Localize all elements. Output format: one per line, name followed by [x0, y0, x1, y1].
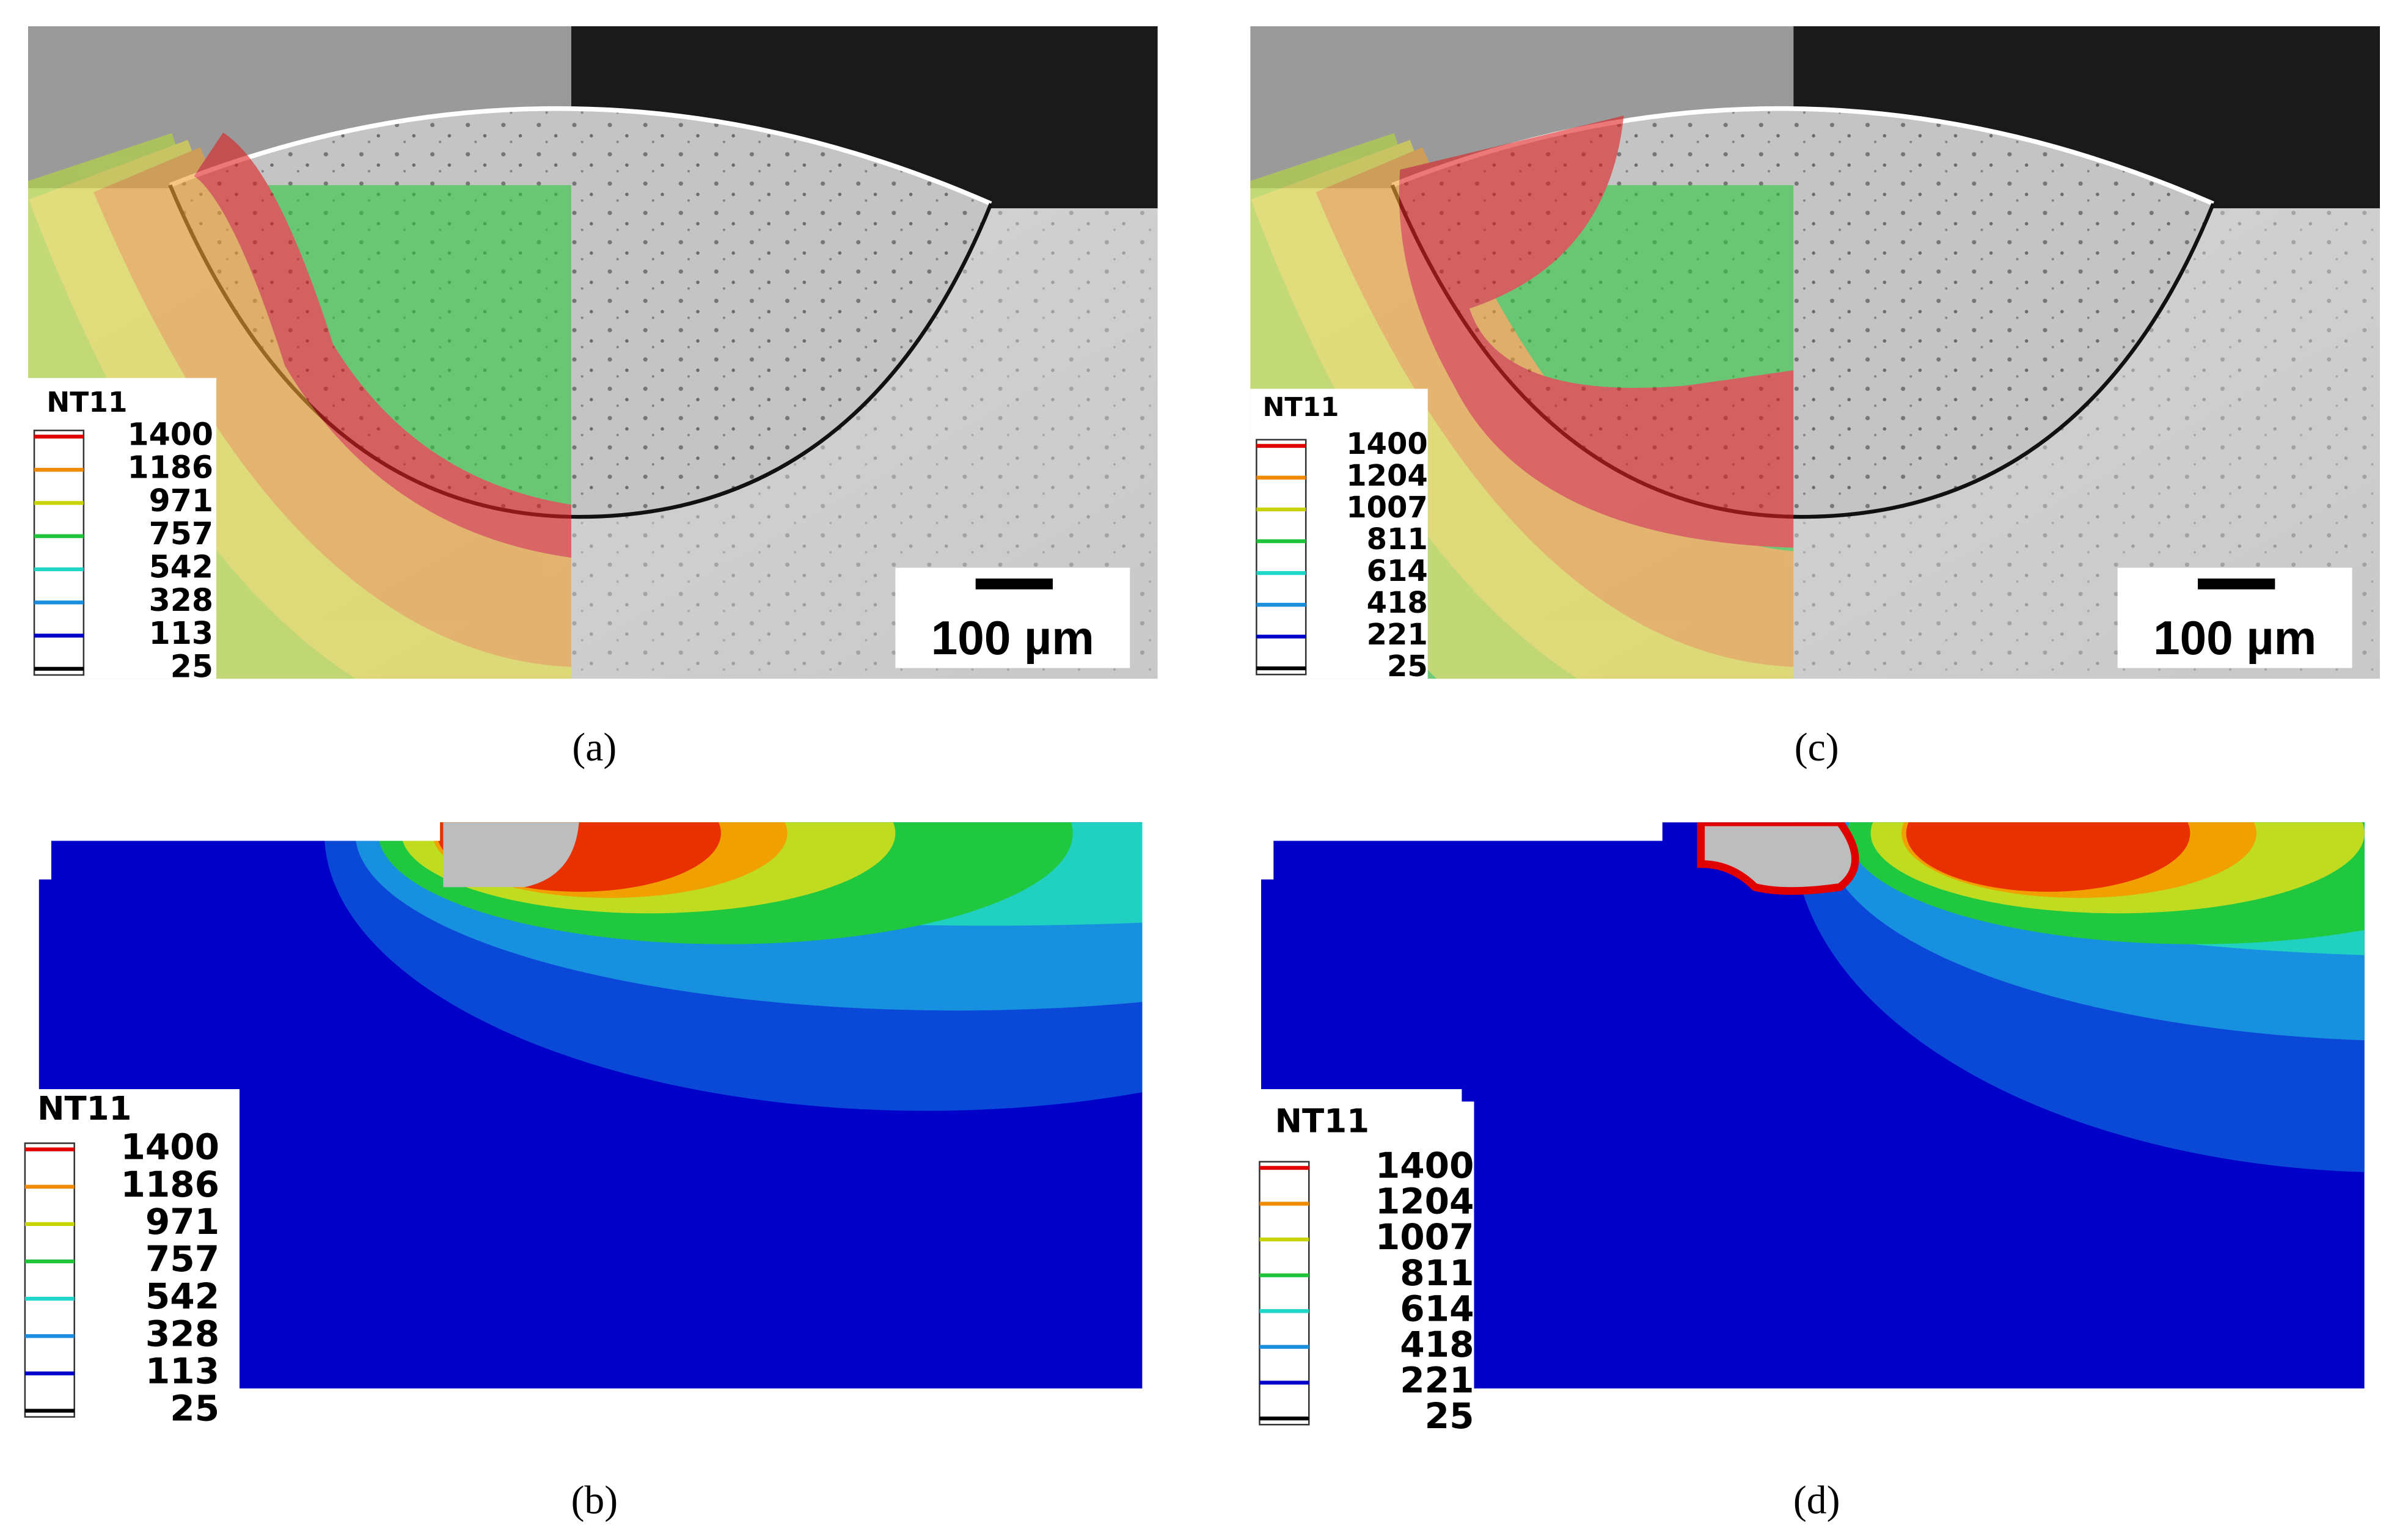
legend-value: 542: [145, 1275, 219, 1317]
legend-value: 418: [1400, 1324, 1474, 1365]
melt-pool: [443, 822, 579, 888]
legend-value: 1400: [120, 1126, 219, 1168]
legend-box: [1250, 388, 1428, 679]
legend-value: 542: [149, 549, 213, 585]
legend-title: NT11: [1262, 392, 1339, 423]
legend-value: 1007: [1346, 491, 1428, 525]
legend-value: 1400: [127, 416, 213, 452]
legend-title: NT11: [37, 1090, 131, 1128]
band-red: [1399, 115, 1794, 548]
caption: (c): [1795, 725, 1839, 770]
legend-value: 971: [149, 483, 213, 519]
scale-bar: [2198, 578, 2275, 589]
legend-value: 25: [1387, 649, 1428, 684]
legend-value: 328: [145, 1313, 219, 1354]
legend-value: 1186: [120, 1164, 219, 1205]
legend-value: 1186: [127, 450, 213, 486]
legend-value: 614: [1367, 554, 1428, 588]
legend-value: 971: [145, 1201, 219, 1242]
legend-frame: [24, 1142, 75, 1418]
scale-bar-label: 100 µm: [931, 611, 1094, 665]
caption: (b): [571, 1478, 618, 1523]
legend-value: 1204: [1346, 459, 1428, 493]
legend-value: 221: [1367, 618, 1428, 652]
legend-value: 113: [149, 615, 213, 651]
legend-value: 1204: [1375, 1181, 1474, 1222]
legend-value: 757: [149, 516, 213, 552]
band-red: [193, 132, 571, 558]
band: [93, 147, 571, 667]
legend-frame: [1259, 1161, 1310, 1426]
fusion-boundary: [169, 106, 992, 206]
caption: (a): [572, 725, 617, 770]
contour-plot: [1261, 822, 2365, 1389]
legend-value: 25: [1425, 1395, 1474, 1437]
legend-title: NT11: [1275, 1102, 1369, 1140]
legend-frame: [1256, 439, 1307, 676]
legend-value: 1400: [1346, 427, 1428, 461]
legend-value: 757: [145, 1238, 219, 1280]
contour-plot: [38, 822, 1143, 1389]
melt-pool: [1697, 822, 1859, 895]
legend-value: 811: [1400, 1252, 1474, 1294]
legend-value: 811: [1367, 522, 1428, 556]
legend-title: NT11: [46, 386, 127, 418]
legend-value: 418: [1367, 586, 1428, 620]
legend-value: 25: [170, 648, 213, 684]
caption: (d): [1793, 1478, 1840, 1523]
scale-bar-label: 100 µm: [2153, 611, 2316, 665]
legend-value: 328: [149, 582, 213, 618]
legend-value: 113: [145, 1350, 219, 1392]
temperature-contour: [1906, 822, 2190, 892]
legend-box: [27, 378, 217, 679]
scale-bar: [975, 578, 1053, 589]
legend-value: 614: [1400, 1288, 1474, 1329]
legend-box: [1253, 1101, 1474, 1426]
legend-value: 1007: [1375, 1216, 1474, 1258]
legend-frame: [33, 429, 85, 676]
legend-value: 1400: [1375, 1145, 1474, 1186]
legend-value: 221: [1400, 1360, 1474, 1401]
legend-value: 25: [170, 1388, 219, 1429]
